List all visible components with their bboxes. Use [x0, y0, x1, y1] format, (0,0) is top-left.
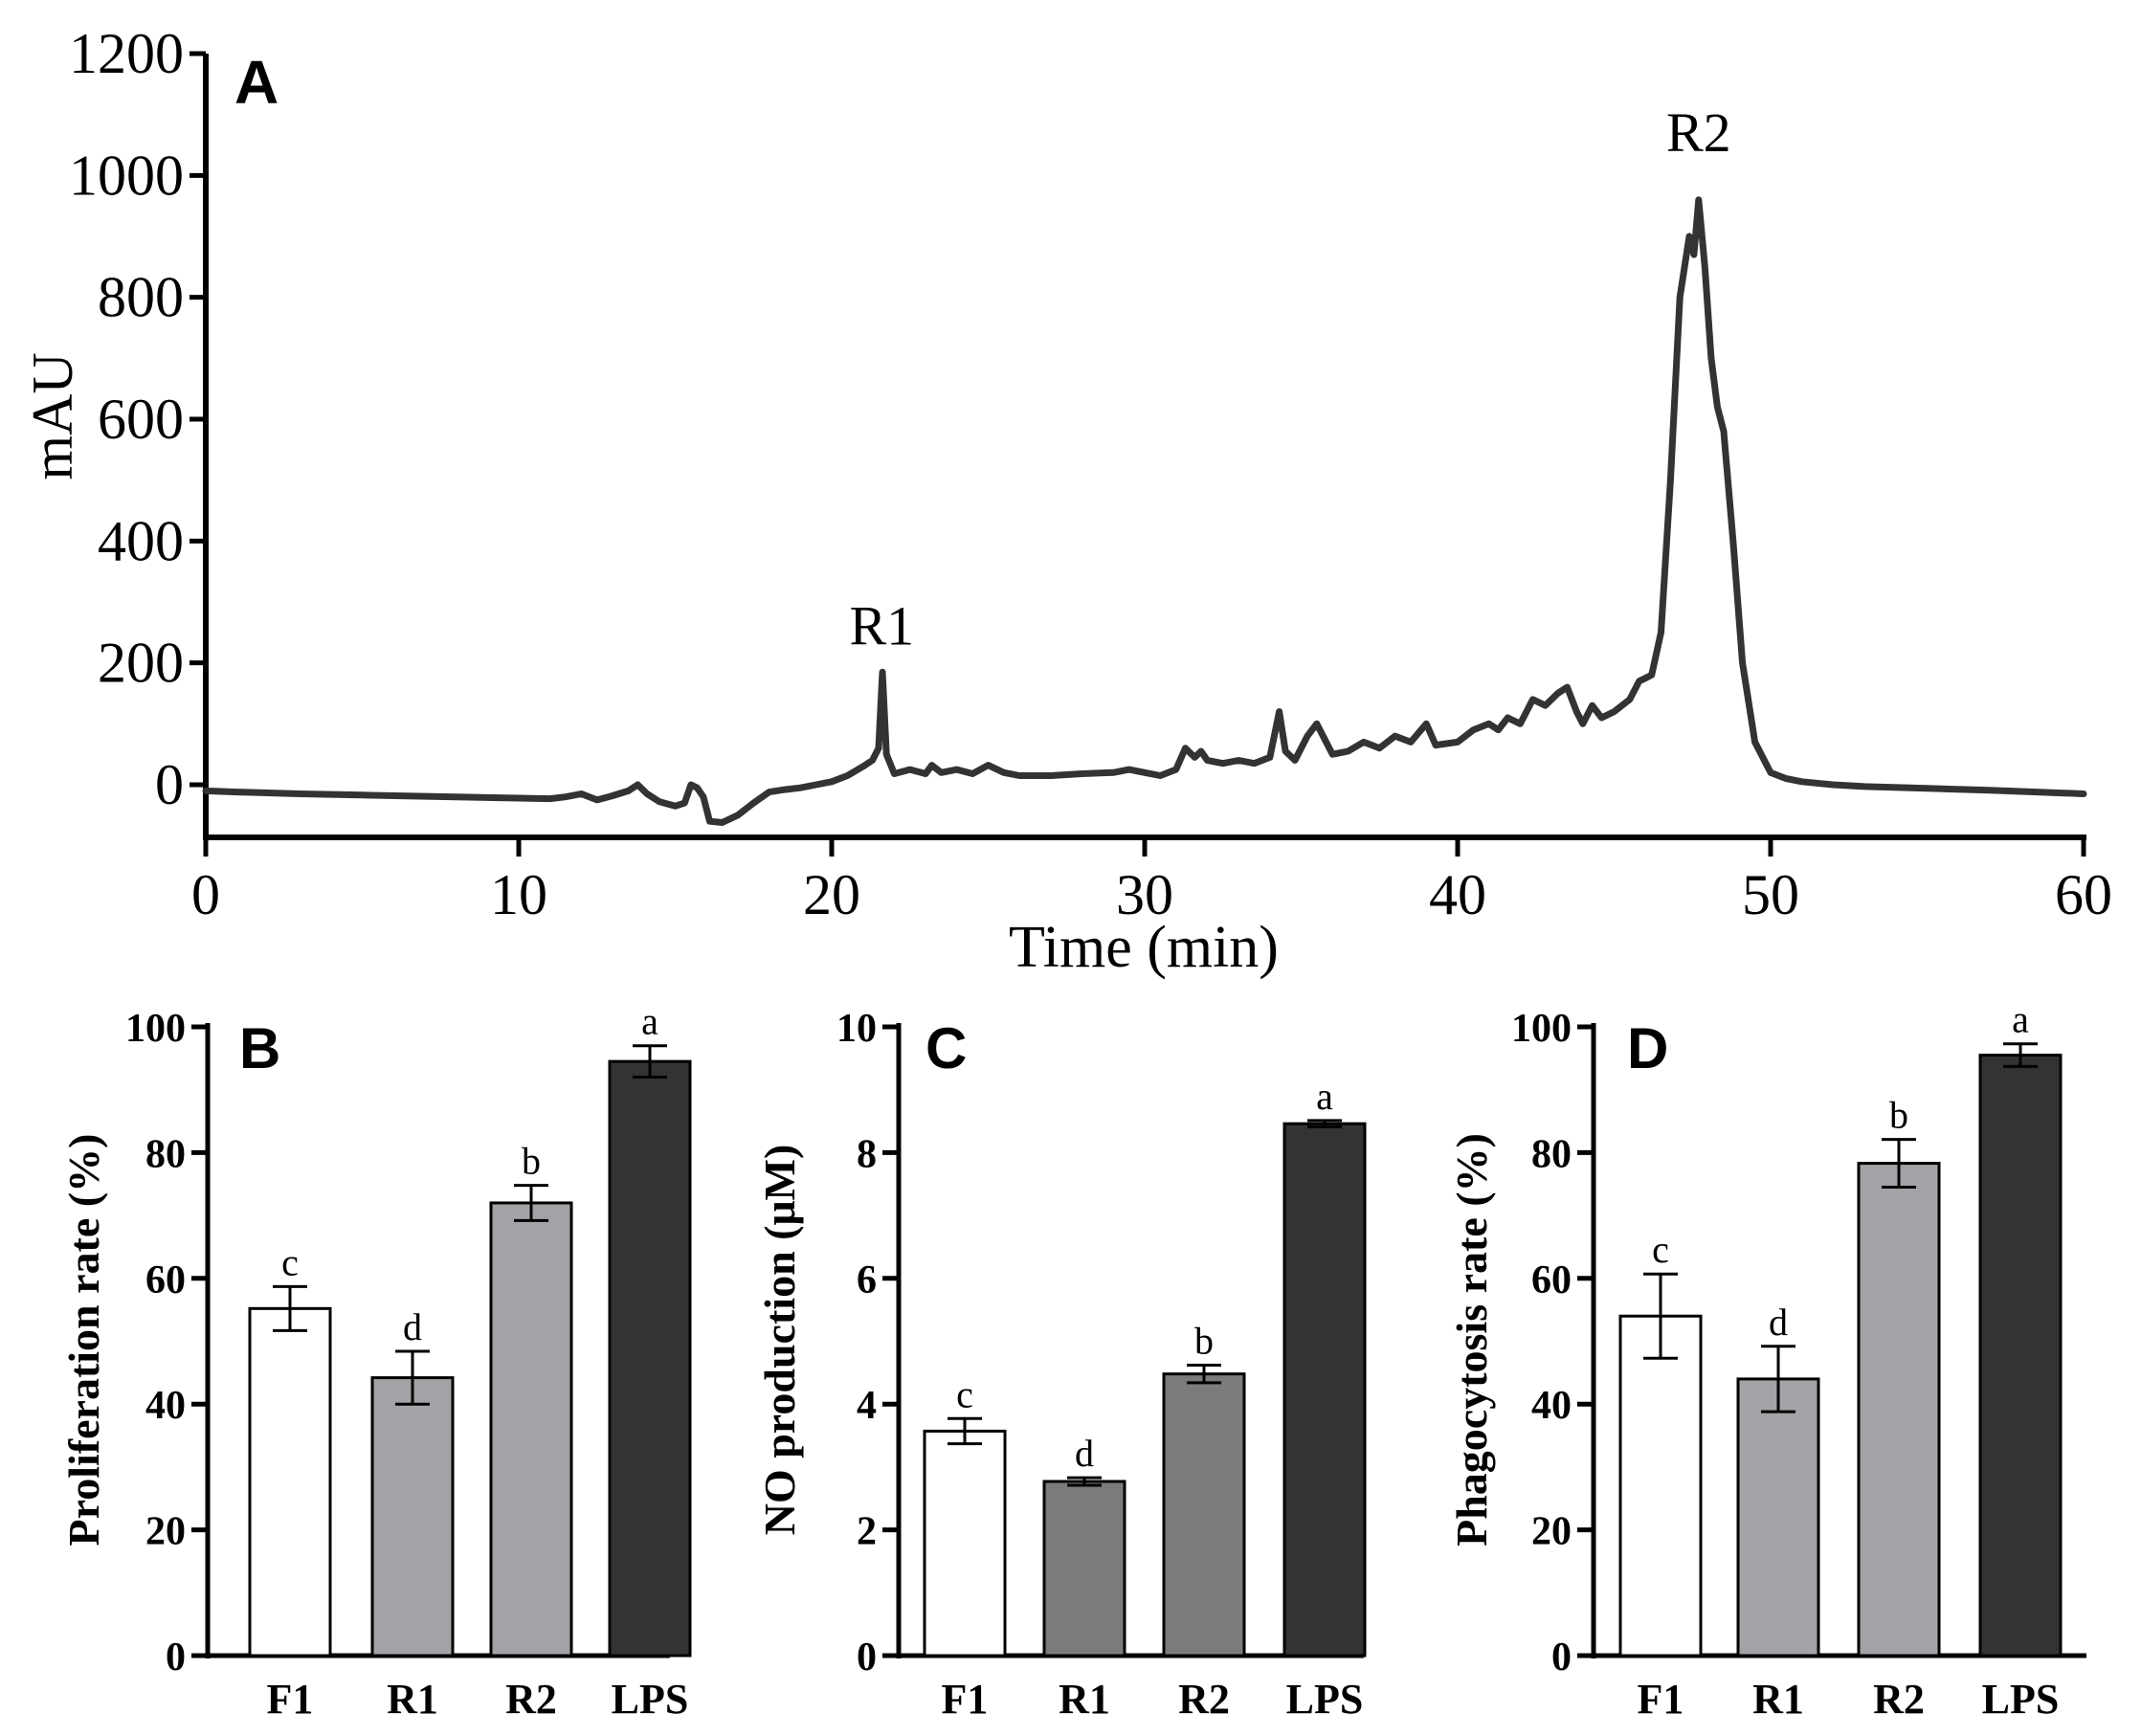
y-tick-label: 800 — [98, 266, 184, 329]
panel-a-peak-labels: R1 R2 — [849, 101, 1730, 657]
y-tick-label: 40 — [145, 1384, 186, 1428]
bar — [1042, 1480, 1126, 1658]
y-tick-label: 6 — [857, 1258, 877, 1302]
category-label: R1 — [387, 1676, 438, 1723]
bar — [1857, 1162, 1941, 1658]
panel-d-bars: c F1 d R1 b R2 a LPS — [1618, 998, 2063, 1723]
significance-letter: a — [641, 1000, 658, 1043]
y-tick-label: 0 — [155, 753, 184, 816]
y-tick-label: 20 — [145, 1510, 186, 1554]
panel-a-letter: A — [234, 48, 279, 117]
category-label: F1 — [267, 1676, 314, 1723]
significance-letter: d — [403, 1305, 422, 1348]
category-label: LPS — [1982, 1676, 2060, 1723]
y-tick-label: 100 — [1511, 1007, 1572, 1051]
significance-letter: d — [1769, 1301, 1788, 1344]
y-tick-label: 60 — [145, 1258, 186, 1302]
x-tick-label: 40 — [1429, 863, 1486, 926]
y-tick-label: 60 — [1531, 1258, 1572, 1302]
significance-letter: b — [1889, 1094, 1908, 1137]
y-tick-label: 1000 — [69, 144, 184, 207]
category-label: R1 — [1059, 1676, 1110, 1723]
panel-b-bars: c F1 d R1 b R2 a LPS — [248, 1000, 692, 1723]
category-label: R1 — [1752, 1676, 1804, 1723]
panel-d-phagocytosis: 0 20 40 60 80 100 c F1 d R1 b R2 a LPS D Phagocytosi… — [1447, 998, 2086, 1723]
y-tick-label: 100 — [125, 1007, 186, 1051]
significance-letter: c — [281, 1240, 299, 1283]
category-label: R2 — [505, 1676, 557, 1723]
x-tick-label: 30 — [1116, 863, 1173, 926]
panel-a-chromatogram: 0 200 400 600 800 1000 1200 0 10 20 30 40 50 60 R1 R2… — [21, 22, 2112, 980]
panel-a-y-label: mAU — [21, 352, 84, 479]
panel-c-no-production: 0 2 4 6 8 10 c F1 d R1 b R2 a LPS C NO production (μ… — [755, 1007, 1367, 1723]
bar — [923, 1429, 1007, 1658]
significance-letter: c — [956, 1372, 973, 1415]
category-label: R2 — [1178, 1676, 1230, 1723]
bar — [1618, 1314, 1703, 1658]
panel-a-x-ticks: 0 10 20 30 40 50 60 — [191, 837, 2112, 926]
panel-a-x-label: Time (min) — [1009, 915, 1279, 980]
y-tick-label: 40 — [1531, 1384, 1572, 1428]
category-label: LPS — [1286, 1676, 1364, 1723]
y-tick-label: 400 — [98, 509, 184, 572]
panel-d-y-label: Phagocytosis rate (%) — [1447, 1133, 1496, 1547]
significance-letter: c — [1652, 1228, 1669, 1271]
panel-b-y-ticks: 0 20 40 60 80 100 — [125, 1007, 208, 1680]
panel-c-letter: C — [926, 1016, 967, 1080]
panel-b-proliferation: 0 20 40 60 80 100 c F1 d R1 b R2 a LPS B Proliferati… — [59, 1000, 692, 1723]
y-tick-label: 600 — [98, 388, 184, 451]
x-tick-label: 0 — [191, 863, 220, 926]
significance-letter: b — [522, 1140, 541, 1183]
chromatogram-line — [202, 196, 2087, 826]
category-label: F1 — [942, 1676, 989, 1723]
category-label: LPS — [612, 1676, 689, 1723]
x-tick-label: 20 — [803, 863, 860, 926]
peak-label: R1 — [849, 595, 914, 657]
panel-c-bars: c F1 d R1 b R2 a LPS — [923, 1075, 1367, 1723]
category-label: R2 — [1873, 1676, 1925, 1723]
bar — [248, 1306, 332, 1658]
y-tick-label: 200 — [98, 632, 184, 695]
y-tick-label: 20 — [1531, 1510, 1572, 1554]
y-tick-label: 80 — [1531, 1132, 1572, 1176]
bar — [1162, 1372, 1246, 1658]
x-tick-label: 50 — [1742, 863, 1799, 926]
y-tick-label: 80 — [145, 1132, 186, 1176]
category-label: F1 — [1638, 1676, 1684, 1723]
bar — [370, 1376, 455, 1658]
panel-d-letter: D — [1627, 1016, 1668, 1080]
y-tick-label: 2 — [857, 1510, 877, 1554]
panel-c-y-label: NO production (μM) — [755, 1145, 804, 1536]
significance-letter: a — [1316, 1075, 1333, 1118]
y-tick-label: 0 — [166, 1636, 186, 1680]
bar — [608, 1059, 692, 1658]
panel-b-letter: B — [239, 1016, 280, 1080]
significance-letter: b — [1194, 1319, 1214, 1362]
x-tick-label: 10 — [490, 863, 547, 926]
significance-letter: a — [2012, 998, 2029, 1041]
panel-b-y-label: Proliferation rate (%) — [59, 1134, 108, 1547]
bar — [489, 1201, 573, 1658]
y-tick-label: 0 — [1551, 1636, 1572, 1680]
bar — [1282, 1122, 1367, 1658]
peak-label: R2 — [1666, 101, 1731, 164]
significance-letter: d — [1075, 1432, 1094, 1475]
bar — [1736, 1377, 1820, 1658]
y-tick-label: 8 — [857, 1132, 877, 1176]
y-tick-label: 10 — [836, 1007, 877, 1051]
panel-a-y-ticks: 0 200 400 600 800 1000 1200 — [69, 22, 206, 816]
y-tick-label: 0 — [857, 1636, 877, 1680]
bar — [1978, 1054, 2063, 1658]
panel-c-y-ticks: 0 2 4 6 8 10 — [836, 1007, 899, 1680]
y-tick-label: 1200 — [69, 22, 184, 85]
y-tick-label: 4 — [857, 1384, 877, 1428]
panel-d-y-ticks: 0 20 40 60 80 100 — [1511, 1007, 1594, 1680]
x-tick-label: 60 — [2055, 863, 2112, 926]
